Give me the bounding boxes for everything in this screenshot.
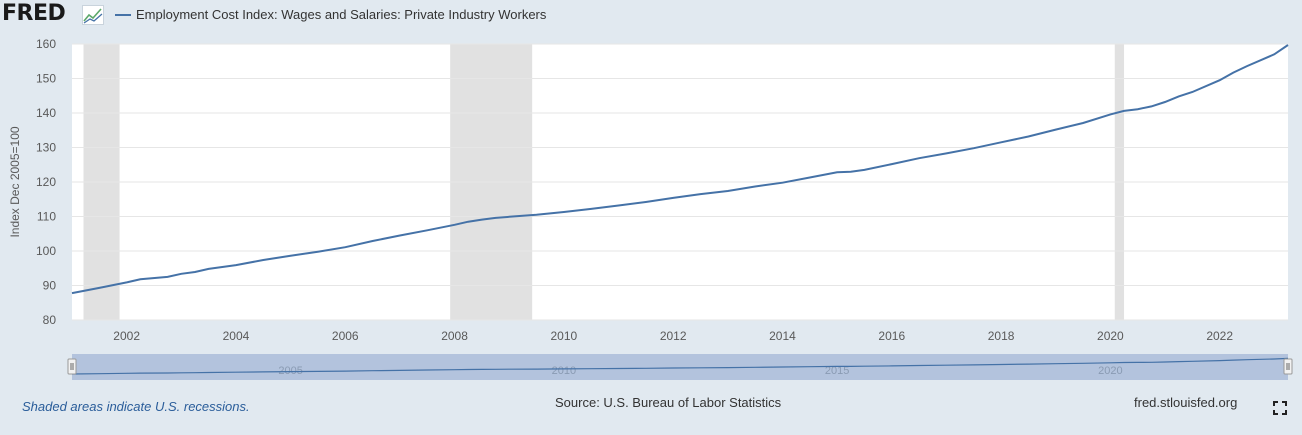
legend-series-line: [115, 14, 131, 16]
y-axis-ticks: 80 90 100 110 120 130 140 150 160: [36, 37, 56, 327]
x-tick-label: 2006: [332, 329, 359, 343]
y-tick-label: 150: [36, 72, 56, 86]
x-axis-ticks: 2002 2004 2006 2008 2010 2012 2014 2016 2018 2020…: [113, 329, 1233, 343]
x-tick-label: 2022: [1206, 329, 1233, 343]
x-tick-label: 2018: [988, 329, 1015, 343]
y-tick-label: 120: [36, 175, 56, 189]
y-tick-label: 110: [37, 210, 56, 224]
x-tick-label: 2012: [660, 329, 687, 343]
x-tick-label: 2016: [878, 329, 905, 343]
series-line[interactable]: [71, 44, 1289, 295]
navigator-series-line: [71, 357, 1289, 375]
navigator-handle-right[interactable]: [1283, 358, 1293, 375]
gridlines: [72, 43, 1288, 321]
y-tick-label: 90: [43, 279, 57, 293]
fred-graph-icon: [82, 5, 104, 25]
recession-note[interactable]: Shaded areas indicate U.S. recessions.: [22, 399, 250, 414]
y-tick-label: 160: [36, 37, 56, 51]
navigator-label: 2010: [552, 365, 576, 377]
y-tick-label: 100: [36, 244, 56, 258]
navigator-label: 2015: [825, 365, 849, 377]
range-navigator[interactable]: 2005 2010 2015 2020: [67, 354, 1293, 380]
legend-series-label[interactable]: Employment Cost Index: Wages and Salarie…: [136, 7, 547, 22]
fred-logo[interactable]: FRED: [2, 1, 66, 26]
y-tick-label: 130: [36, 141, 56, 155]
fullscreen-icon[interactable]: [1272, 400, 1288, 416]
navigator-handle-left[interactable]: [67, 358, 77, 375]
source-text: Source: U.S. Bureau of Labor Statistics: [555, 395, 782, 410]
x-tick-label: 2008: [441, 329, 468, 343]
x-tick-label: 2002: [113, 329, 140, 343]
x-tick-label: 2014: [769, 329, 796, 343]
y-tick-label: 80: [43, 313, 57, 327]
chart-header: FRED Employment Cost Index: Wages and Sa…: [0, 0, 1302, 32]
site-link[interactable]: fred.stlouisfed.org: [1134, 395, 1238, 410]
y-axis-label: Index Dec 2005=100: [8, 126, 22, 237]
x-tick-label: 2020: [1097, 329, 1124, 343]
navigator-label: 2020: [1098, 365, 1122, 377]
x-tick-label: 2004: [223, 329, 250, 343]
navigator-selection[interactable]: [72, 354, 1288, 380]
y-tick-label: 140: [36, 106, 56, 120]
x-tick-label: 2010: [551, 329, 578, 343]
